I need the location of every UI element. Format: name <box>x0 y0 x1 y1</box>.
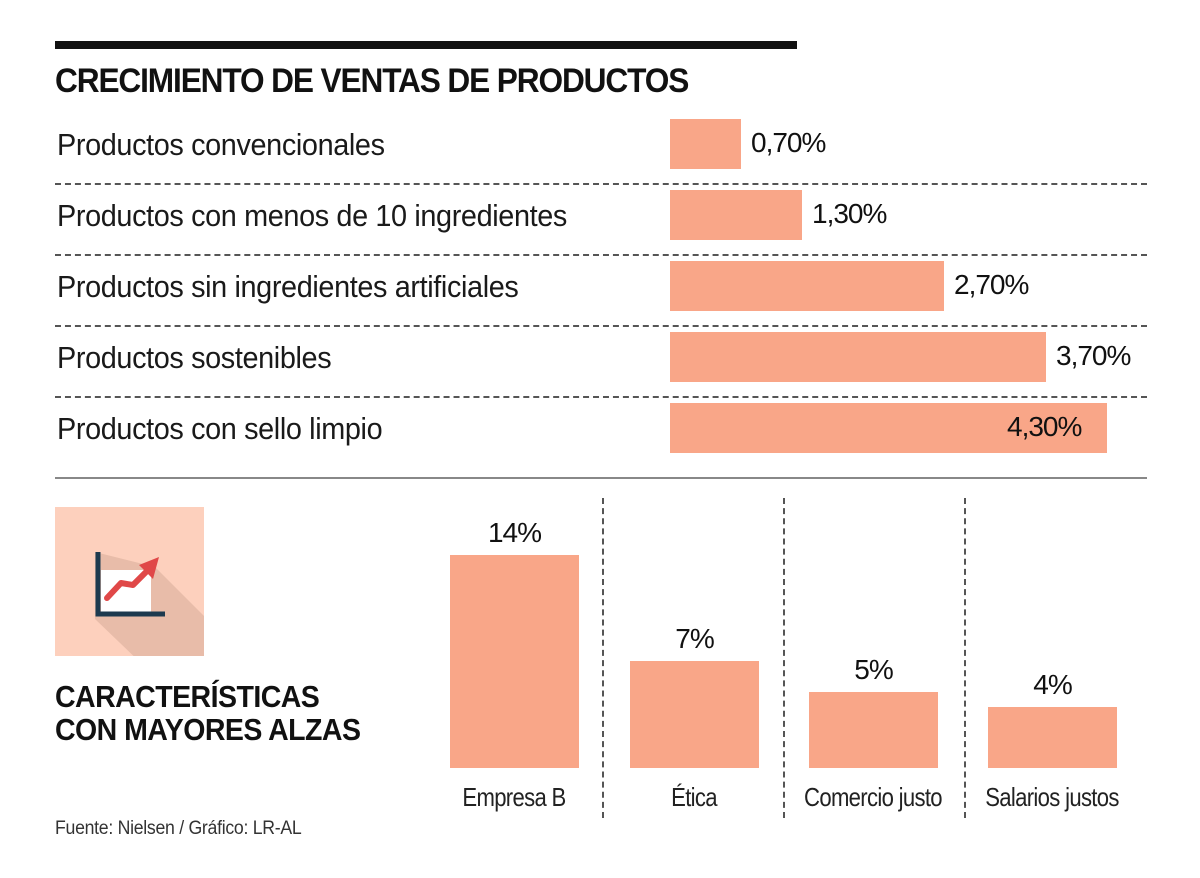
value-label: 4% <box>1033 669 1072 700</box>
rising-chart-icon <box>55 507 204 656</box>
category-label: Ética <box>671 782 717 812</box>
value-label: 1,30% <box>812 198 887 229</box>
icon-arrow-head <box>139 557 159 579</box>
bar <box>988 707 1117 768</box>
bar-row: Productos con menos de 10 ingredientes 1,… <box>55 186 1147 256</box>
row-divider <box>55 396 1147 398</box>
bar-row: Productos convencionales 0,70% <box>55 115 1147 185</box>
icon-axes <box>95 552 165 617</box>
value-label: 14% <box>487 517 542 548</box>
row-divider <box>55 254 1147 256</box>
subtitle-line-2: CON MAYORES ALZAS <box>55 712 361 747</box>
value-label: 3,70% <box>1056 340 1131 371</box>
category-label: Productos con menos de 10 ingredientes <box>57 198 567 233</box>
bar <box>670 119 741 169</box>
bar <box>809 692 938 768</box>
bar <box>450 555 579 768</box>
bar <box>670 190 802 240</box>
title-rule <box>55 41 797 49</box>
column-divider <box>783 498 785 818</box>
value-label: 0,70% <box>751 127 826 158</box>
category-label: Empresa B <box>462 782 566 812</box>
bar-row: Productos con sello limpio 4,30% <box>55 399 1147 469</box>
row-divider <box>55 183 1147 185</box>
bar <box>630 661 759 768</box>
row-divider <box>55 325 1147 327</box>
value-label: 4,30% <box>1007 411 1082 442</box>
category-label: Productos sostenibles <box>57 340 332 375</box>
category-label: Comercio justo <box>804 782 943 812</box>
section-divider <box>55 477 1147 479</box>
column-divider <box>964 498 966 818</box>
value-label: 7% <box>675 623 714 654</box>
subtitle: CARACTERÍSTICAS CON MAYORES ALZAS <box>55 679 361 747</box>
source-note: Fuente: Nielsen / Gráfico: LR-AL <box>55 818 302 839</box>
category-label: Productos con sello limpio <box>57 411 383 446</box>
bar <box>670 403 1107 453</box>
value-label: 2,70% <box>954 269 1029 300</box>
bar <box>670 332 1046 382</box>
icon-trend-line <box>104 564 154 601</box>
bar-row: Productos sostenibles 3,70% <box>55 328 1147 398</box>
value-label: 5% <box>854 654 893 685</box>
bar <box>670 261 944 311</box>
bar-row: Productos sin ingredientes artificiales 2… <box>55 257 1147 327</box>
subtitle-line-1: CARACTERÍSTICAS <box>55 679 320 714</box>
category-label: Productos sin ingredientes artificiales <box>57 269 519 304</box>
category-label: Productos convencionales <box>57 127 385 162</box>
chart-title: CRECIMIENTO DE VENTAS DE PRODUCTOS <box>55 62 689 100</box>
category-label: Salarios justos <box>985 782 1119 812</box>
column-divider <box>602 498 604 818</box>
